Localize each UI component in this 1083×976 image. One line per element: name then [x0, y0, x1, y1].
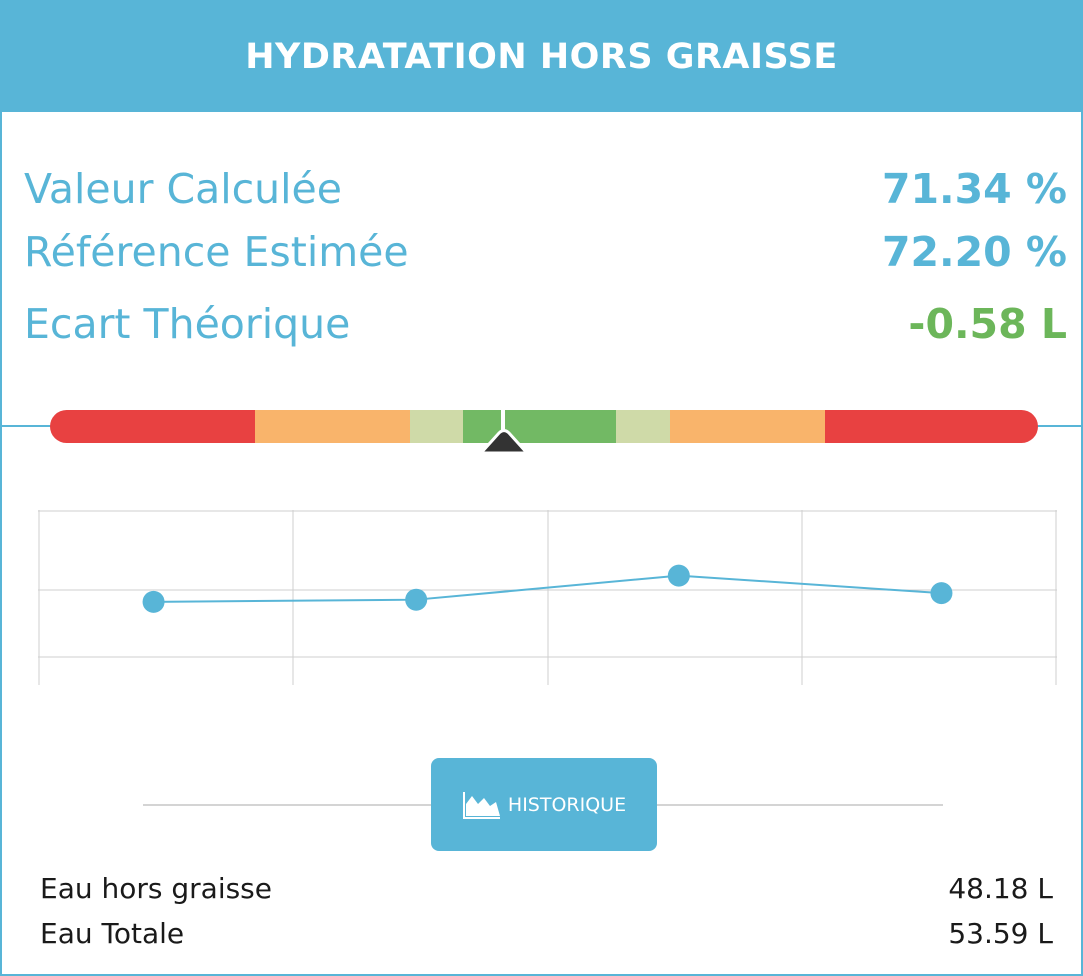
- gauge-pointer-icon: [481, 429, 527, 453]
- gauge-segment-3: [410, 410, 463, 443]
- info-value-fat-free-water: 48.18 L: [948, 872, 1053, 905]
- metric-label-gap: Ecart Théorique: [24, 300, 351, 348]
- area-chart-icon: [462, 791, 500, 819]
- chart-series-line: [153, 574, 942, 603]
- gauge-segment-1: [50, 410, 255, 443]
- gauge-line-right: [1036, 425, 1081, 427]
- gauge-segment-7: [825, 410, 1038, 443]
- metric-value-reference: 72.20 %: [881, 228, 1067, 276]
- chart-point-2: [405, 588, 428, 611]
- chart-point-1: [142, 590, 165, 613]
- gauge-segment-6: [670, 410, 825, 443]
- chart-point-3: [667, 564, 690, 587]
- card-header: HYDRATATION HORS GRAISSE: [2, 2, 1081, 112]
- chart-point-4: [930, 582, 953, 605]
- history-line-chart: [38, 510, 1057, 685]
- gauge-segment-5: [616, 410, 670, 443]
- historique-button[interactable]: HISTORIQUE: [431, 758, 657, 851]
- info-value-total-water: 53.59 L: [948, 917, 1053, 950]
- gauge-bar: [50, 410, 1038, 443]
- metric-label-reference: Référence Estimée: [24, 228, 409, 276]
- metric-value-calculated: 71.34 %: [881, 165, 1067, 213]
- metric-label-calculated: Valeur Calculée: [24, 165, 342, 213]
- info-label-fat-free-water: Eau hors graisse: [40, 872, 272, 905]
- info-label-total-water: Eau Totale: [40, 917, 185, 950]
- card-title: HYDRATATION HORS GRAISSE: [245, 37, 838, 77]
- gauge-needle: [501, 410, 505, 432]
- gauge-line-left: [2, 425, 52, 427]
- gauge-segment-2: [255, 410, 410, 443]
- gauge-segment-4: [463, 410, 616, 443]
- metric-value-gap: -0.58 L: [908, 300, 1067, 348]
- historique-label: HISTORIQUE: [507, 793, 627, 816]
